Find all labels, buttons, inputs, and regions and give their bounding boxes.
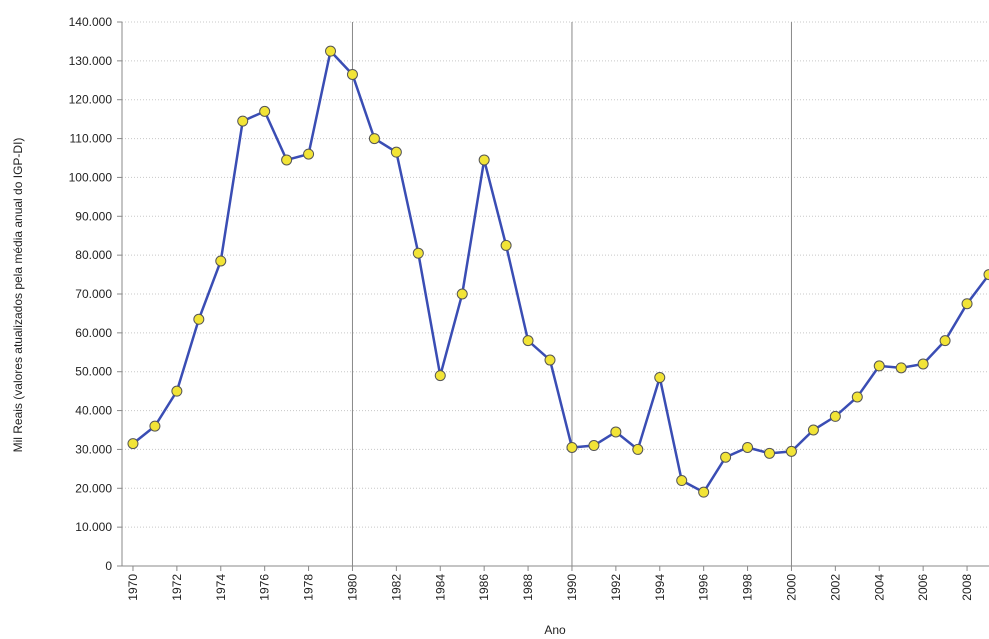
point [237,115,249,127]
x-tick-label: 1978 [302,574,316,601]
point [368,133,380,145]
point [281,154,293,166]
x-tick-label: 2006 [916,574,930,601]
point [127,438,139,450]
point [698,486,710,498]
point [829,410,841,422]
x-tick-label: 1984 [433,574,447,601]
point [544,354,556,366]
point [259,105,271,117]
point [895,362,907,374]
point [303,148,315,160]
x-tick-label: 2008 [960,574,974,601]
x-tick-label: 1998 [741,574,755,601]
x-axis-label: Ano [544,623,566,637]
point [456,288,468,300]
y-tick-label: 0 [105,559,112,573]
point [764,447,776,459]
x-tick-label: 1980 [345,574,359,601]
y-tick-label: 50.000 [75,365,112,379]
point [676,475,688,487]
y-tick-label: 70.000 [75,287,112,301]
point [873,360,885,372]
point [720,451,732,463]
point [851,391,863,403]
y-tick-label: 20.000 [75,481,112,495]
x-tick-label: 1970 [126,574,140,601]
point [500,239,512,251]
point [588,440,600,452]
x-tick-label: 1974 [214,574,228,601]
x-tick-label: 2000 [784,574,798,601]
point [412,247,424,259]
y-axis-label: Mil Reais (valores atualizados pela médi… [11,138,25,453]
point [917,358,929,370]
point [149,420,161,432]
x-tick-label: 1990 [565,574,579,601]
point [939,335,951,347]
y-tick-label: 90.000 [75,209,112,223]
y-tick-label: 60.000 [75,326,112,340]
point [346,68,358,80]
x-tick-label: 1992 [609,574,623,601]
y-tick-label: 80.000 [75,248,112,262]
x-tick-label: 1996 [697,574,711,601]
x-tick-label: 1994 [653,574,667,601]
point [171,385,183,397]
y-tick-label: 120.000 [69,93,113,107]
x-tick-label: 2002 [828,574,842,601]
point [632,443,644,455]
point [742,441,754,453]
x-tick-label: 1988 [521,574,535,601]
point [610,426,622,438]
x-tick-label: 1972 [170,574,184,601]
point [961,298,973,310]
point [522,335,534,347]
y-tick-label: 140.000 [69,15,113,29]
point [325,45,337,57]
y-tick-label: 110.000 [70,132,113,146]
point [434,370,446,382]
point [193,313,205,325]
series-line [132,48,989,494]
y-tick-label: 100.000 [69,170,113,184]
point [215,255,227,267]
point [654,372,666,384]
x-tick-label: 1982 [389,574,403,601]
point [807,424,819,436]
y-tick-label: 40.000 [75,404,112,418]
point [566,441,578,453]
x-tick-label: 1976 [258,574,272,601]
point [785,445,797,457]
y-tick-label: 10.000 [75,520,112,534]
x-tick-label: 2004 [872,574,886,601]
x-tick-label: 1986 [477,574,491,601]
point [478,154,490,166]
point [390,146,402,158]
y-tick-label: 130.000 [69,54,113,68]
y-tick-label: 30.000 [75,442,112,456]
point [983,269,989,281]
